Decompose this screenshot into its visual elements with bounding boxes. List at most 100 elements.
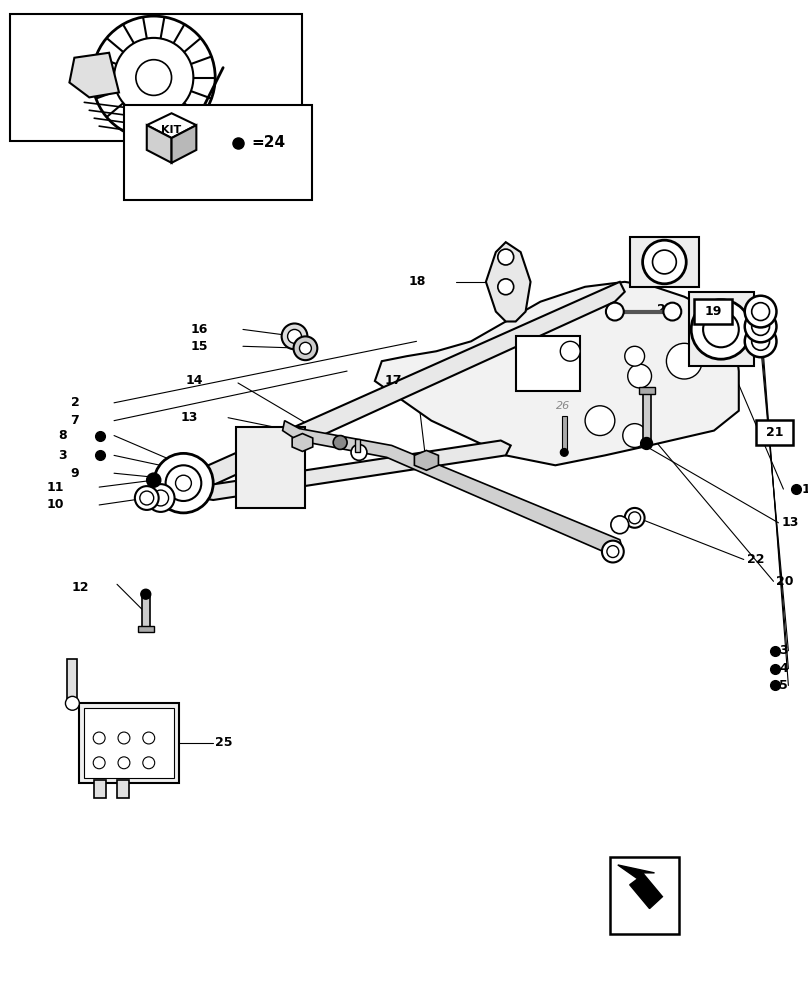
Circle shape [65,696,79,710]
Circle shape [623,424,646,447]
Circle shape [92,16,215,139]
Circle shape [143,757,154,769]
Circle shape [611,516,629,534]
Circle shape [606,303,624,321]
Circle shape [625,346,645,366]
Circle shape [745,325,776,357]
Circle shape [751,318,769,335]
Circle shape [703,312,739,347]
Polygon shape [161,440,511,500]
Bar [355,439,360,452]
Circle shape [147,473,161,487]
Bar [84,708,174,778]
Text: 17: 17 [384,374,402,387]
Circle shape [118,757,130,769]
Circle shape [143,732,154,744]
Circle shape [585,406,615,436]
Circle shape [625,508,645,528]
Text: 19: 19 [705,305,722,318]
Text: 7: 7 [70,414,79,427]
Circle shape [667,343,702,379]
Circle shape [691,300,751,359]
Bar [79,703,179,783]
Text: 4: 4 [780,662,788,675]
Bar [117,780,129,798]
Polygon shape [415,450,439,470]
Text: 15: 15 [191,340,208,353]
Text: 22: 22 [747,553,764,566]
Circle shape [154,453,213,513]
Bar [236,427,305,508]
Circle shape [628,364,651,388]
Circle shape [118,732,130,744]
Polygon shape [171,125,196,163]
Text: 16: 16 [191,323,208,336]
Text: 20: 20 [776,575,794,588]
Polygon shape [375,282,739,465]
Circle shape [153,490,169,506]
Circle shape [93,757,105,769]
Circle shape [93,732,105,744]
Text: 9: 9 [71,467,79,480]
Circle shape [602,541,624,562]
Circle shape [333,436,347,449]
Circle shape [114,38,193,117]
Text: 2: 2 [70,396,79,409]
Text: 12: 12 [72,581,89,594]
Polygon shape [161,282,625,485]
Bar [638,387,654,394]
Circle shape [175,475,191,491]
Text: 23: 23 [657,303,675,316]
Bar [642,393,650,442]
Polygon shape [283,421,623,557]
Bar [95,780,106,798]
Bar [562,416,567,450]
Circle shape [607,546,619,558]
Text: 1: 1 [802,483,808,496]
Circle shape [663,303,681,321]
Bar [610,857,680,934]
Text: 3: 3 [58,449,66,462]
Text: 13: 13 [181,411,198,424]
Text: 13: 13 [781,516,799,529]
Circle shape [141,589,151,599]
Text: =24: =24 [251,135,285,150]
Bar [142,593,149,631]
Circle shape [135,486,158,510]
Polygon shape [486,242,531,321]
Circle shape [166,465,201,501]
Circle shape [498,279,514,295]
Text: 3: 3 [780,644,788,657]
Bar [694,299,732,324]
Text: 5: 5 [780,679,788,692]
Circle shape [560,448,568,456]
Circle shape [745,311,776,342]
Polygon shape [147,113,196,138]
Circle shape [751,332,769,350]
Text: 11: 11 [47,481,65,494]
Bar [67,659,78,703]
Circle shape [140,491,154,505]
Circle shape [293,336,318,360]
Circle shape [147,484,175,512]
Circle shape [629,512,641,524]
Circle shape [351,444,367,460]
Circle shape [498,249,514,265]
Circle shape [136,60,171,95]
Circle shape [653,250,676,274]
Circle shape [300,342,311,354]
Text: KIT: KIT [162,125,182,135]
Bar [124,105,313,200]
Bar [138,626,154,632]
Polygon shape [618,865,663,909]
Bar [689,292,754,366]
Bar [10,14,302,141]
Text: 26: 26 [556,401,570,411]
Polygon shape [69,53,119,97]
Circle shape [560,341,580,361]
Text: 10: 10 [47,498,65,511]
Text: 25: 25 [215,736,233,749]
Circle shape [745,296,776,327]
Circle shape [642,240,686,284]
Bar [629,237,699,287]
